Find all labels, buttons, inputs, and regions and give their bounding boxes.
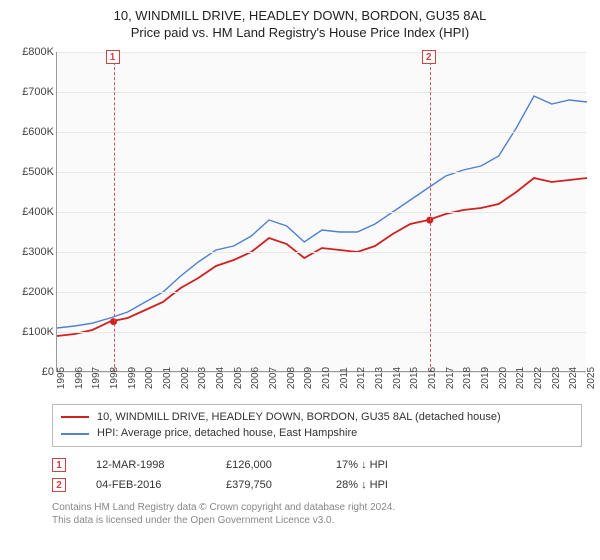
x-tick-label: 2016 [427,367,447,389]
y-tick-label: £600K [14,126,54,138]
series-line-price_paid [57,178,587,336]
legend-row-hpi: HPI: Average price, detached house, East… [61,425,573,442]
x-tick-label: 1995 [56,367,76,389]
y-tick-label: £700K [14,86,54,98]
x-tick-label: 2004 [215,367,235,389]
sale-marker-line [430,52,431,372]
x-tick-label: 1998 [109,367,129,389]
sales-row: 1 12-MAR-1998 £126,000 17% ↓ HPI [52,455,582,475]
x-tick-label: 2013 [374,367,394,389]
y-tick-label: £100K [14,326,54,338]
sale-diff: 17% ↓ HPI [336,459,436,471]
legend-label: 10, WINDMILL DRIVE, HEADLEY DOWN, BORDON… [97,409,501,426]
legend-row-price-paid: 10, WINDMILL DRIVE, HEADLEY DOWN, BORDON… [61,409,573,426]
x-tick-label: 2007 [268,367,288,389]
sale-date: 04-FEB-2016 [96,479,196,491]
sale-marker-flag: 1 [106,50,120,64]
sale-date: 12-MAR-1998 [96,459,196,471]
sales-row: 2 04-FEB-2016 £379,750 28% ↓ HPI [52,475,582,495]
sale-price: £379,750 [226,479,306,491]
title-address: 10, WINDMILL DRIVE, HEADLEY DOWN, BORDON… [10,8,590,25]
sale-marker-box: 1 [52,458,66,472]
sale-diff: 28% ↓ HPI [336,479,436,491]
title-subtitle: Price paid vs. HM Land Registry's House … [10,25,590,42]
attribution: Contains HM Land Registry data © Crown c… [52,501,582,527]
sale-marker-line [114,52,115,372]
y-tick-label: £200K [14,286,54,298]
x-tick-label: 2010 [321,367,341,389]
x-tick-label: 2025 [586,367,600,389]
plot-region [56,52,586,372]
chart-container: 10, WINDMILL DRIVE, HEADLEY DOWN, BORDON… [0,0,600,531]
sales-table: 1 12-MAR-1998 £126,000 17% ↓ HPI 2 04-FE… [52,455,582,495]
x-tick-label: 2001 [162,367,182,389]
legend: 10, WINDMILL DRIVE, HEADLEY DOWN, BORDON… [52,404,582,447]
attribution-line: This data is licensed under the Open Gov… [52,514,582,527]
x-tick-label: 2019 [480,367,500,389]
attribution-line: Contains HM Land Registry data © Crown c… [52,501,582,514]
sale-price: £126,000 [226,459,306,471]
legend-label: HPI: Average price, detached house, East… [97,425,357,442]
chart-area: £0 £100K £200K £300K £400K £500K £600K £700K £80… [14,48,589,398]
y-tick-label: £500K [14,166,54,178]
y-tick-label: £300K [14,246,54,258]
legend-swatch [61,416,89,418]
y-tick-label: £800K [14,46,54,58]
y-tick-label: £400K [14,206,54,218]
x-tick-label: 2022 [533,367,553,389]
sale-marker-box: 2 [52,478,66,492]
y-tick-label: £0 [14,366,54,378]
legend-swatch [61,433,89,435]
sale-marker-flag: 2 [422,50,436,64]
chart-title-block: 10, WINDMILL DRIVE, HEADLEY DOWN, BORDON… [10,8,590,42]
